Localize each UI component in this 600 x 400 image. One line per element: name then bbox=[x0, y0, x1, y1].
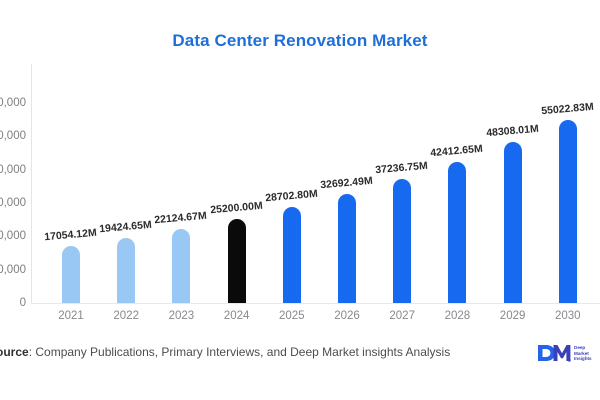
brand-logo: Deep Market Insights bbox=[537, 343, 592, 363]
brand-line-1: Deep bbox=[574, 345, 586, 351]
source-body: : Company Publications, Primary Intervie… bbox=[28, 345, 451, 359]
x-axis-tick-label: 2030 bbox=[555, 310, 581, 322]
x-axis-baseline bbox=[31, 303, 600, 304]
bar bbox=[282, 207, 301, 303]
y-axis-line bbox=[31, 64, 32, 304]
y-axis-tick-label: 50,000 bbox=[0, 130, 26, 143]
y-axis-tick-label: 40,000 bbox=[0, 163, 26, 176]
x-axis-tick-label: 2023 bbox=[168, 310, 195, 322]
bar bbox=[448, 161, 467, 303]
footer-divider bbox=[0, 333, 600, 334]
brand-line-3: Insights bbox=[574, 356, 592, 362]
bar bbox=[558, 119, 577, 303]
y-axis-tick-label: 20,000 bbox=[0, 230, 26, 243]
y-axis-tick-label: 60,000 bbox=[0, 97, 26, 109]
bar bbox=[117, 238, 136, 303]
y-axis-tick-label: 0 bbox=[19, 297, 26, 309]
brand-logo-text: Deep Market Insights bbox=[574, 344, 592, 361]
x-axis-tick-label: 2024 bbox=[223, 310, 250, 322]
source-label: Source bbox=[0, 345, 29, 359]
plot-area: 010,00020,00030,00040,00050,00060,000 17… bbox=[0, 64, 600, 309]
brand-line-2: Market bbox=[574, 350, 589, 356]
dm-monogram-icon bbox=[537, 343, 571, 363]
bar bbox=[338, 194, 356, 303]
x-axis-tick-label: 2029 bbox=[499, 310, 526, 322]
x-axis-tick-label: 2025 bbox=[279, 310, 305, 322]
bar bbox=[503, 141, 522, 303]
bar bbox=[62, 246, 80, 303]
bar bbox=[172, 229, 191, 303]
bar bbox=[227, 219, 246, 303]
source-note: Source: Company Publications, Primary In… bbox=[0, 345, 450, 359]
x-axis-tick-label: 2026 bbox=[334, 310, 360, 322]
bar bbox=[393, 178, 412, 303]
x-axis-tick-label: 2021 bbox=[58, 310, 84, 322]
y-axis-tick-label: 10,000 bbox=[0, 263, 26, 276]
x-axis-tick-label: 2028 bbox=[444, 310, 471, 322]
y-axis-tick-label: 30,000 bbox=[0, 197, 26, 209]
chart-title: Data Center Renovation Market bbox=[172, 31, 428, 50]
x-axis-tick-label: 2027 bbox=[389, 310, 415, 322]
x-axis-tick-label: 2022 bbox=[113, 310, 139, 322]
